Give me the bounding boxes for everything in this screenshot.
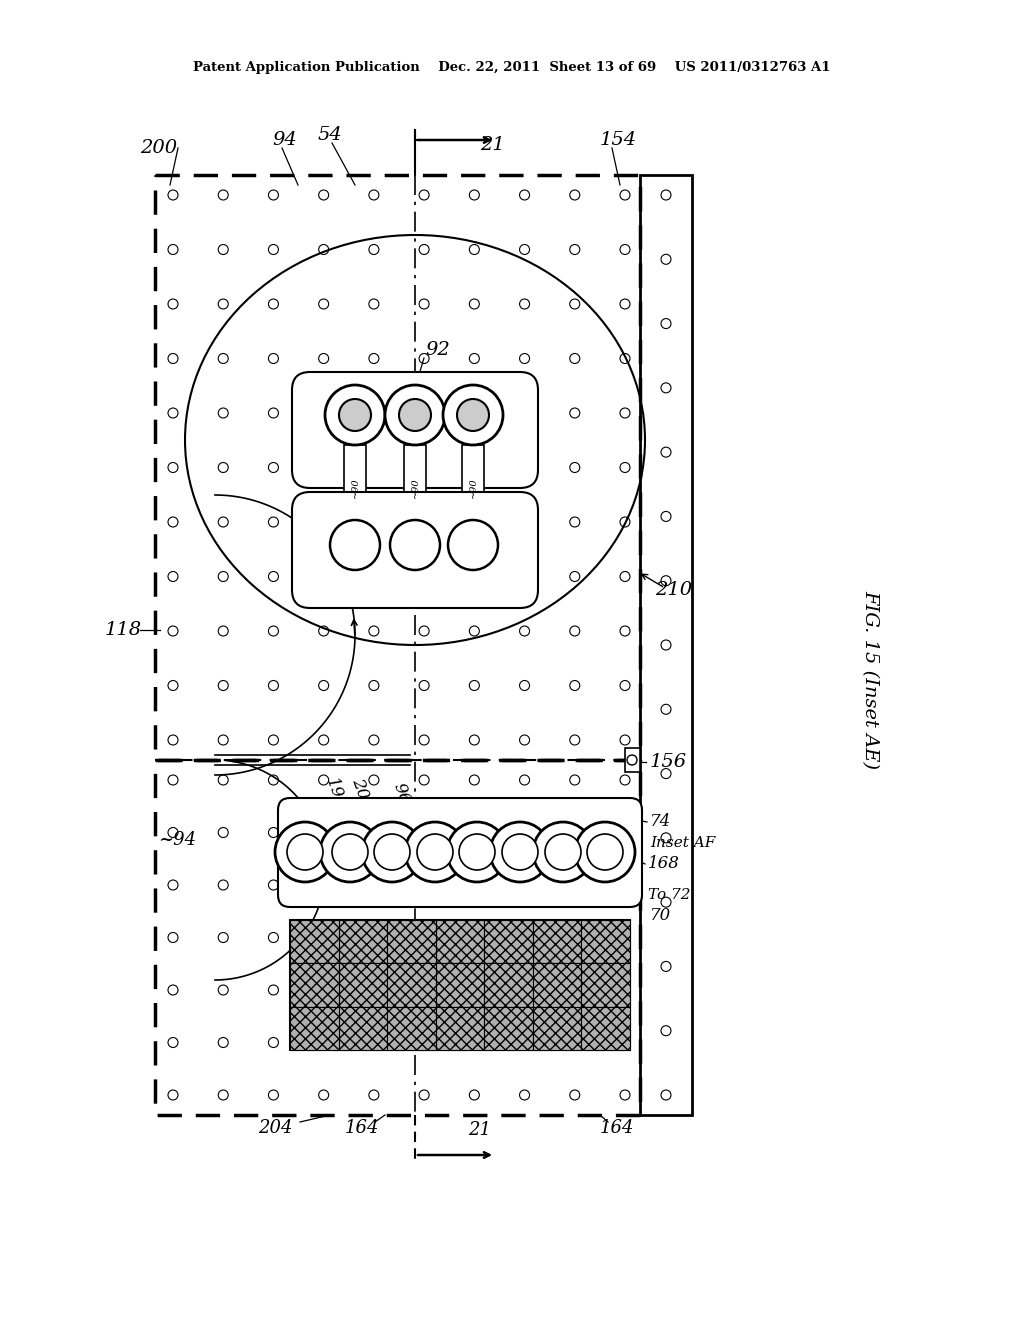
Text: 74: 74 <box>650 813 672 830</box>
Bar <box>625 748 640 772</box>
Bar <box>339 1007 387 1049</box>
Bar <box>484 1007 532 1049</box>
Bar <box>387 1007 436 1049</box>
Circle shape <box>319 822 380 882</box>
Text: 92: 92 <box>425 341 450 359</box>
Text: 70: 70 <box>650 907 672 924</box>
Circle shape <box>443 385 503 445</box>
Text: FIG. 15 (Inset AE): FIG. 15 (Inset AE) <box>861 590 879 770</box>
Bar <box>404 445 426 531</box>
Bar <box>290 920 630 1049</box>
Text: 21: 21 <box>480 136 505 154</box>
Bar <box>484 964 532 1007</box>
Circle shape <box>275 822 335 882</box>
FancyBboxPatch shape <box>292 372 538 488</box>
Text: 94: 94 <box>272 131 297 149</box>
Bar <box>155 760 640 1115</box>
Bar <box>387 920 436 964</box>
Bar <box>532 1007 582 1049</box>
Circle shape <box>587 834 623 870</box>
Bar <box>436 1007 484 1049</box>
Circle shape <box>545 834 581 870</box>
Bar <box>582 964 630 1007</box>
Circle shape <box>325 385 385 445</box>
Circle shape <box>459 834 495 870</box>
FancyBboxPatch shape <box>292 492 538 609</box>
Text: 164: 164 <box>345 1119 380 1137</box>
Circle shape <box>339 399 371 432</box>
Text: 21: 21 <box>468 1121 490 1139</box>
Bar <box>436 964 484 1007</box>
Text: 54: 54 <box>318 125 343 144</box>
Circle shape <box>399 399 431 432</box>
Bar <box>339 920 387 964</box>
Text: 202: 202 <box>348 775 375 810</box>
Circle shape <box>457 399 489 432</box>
Bar <box>290 1007 339 1049</box>
Bar <box>484 920 532 964</box>
Text: Patent Application Publication    Dec. 22, 2011  Sheet 13 of 69    US 2011/03127: Patent Application Publication Dec. 22, … <box>194 62 830 74</box>
Text: Inset AF: Inset AF <box>650 836 716 850</box>
Circle shape <box>287 834 323 870</box>
Text: 200: 200 <box>140 139 177 157</box>
Circle shape <box>490 822 550 882</box>
Text: ~90: ~90 <box>469 478 477 498</box>
Text: 96: 96 <box>390 780 414 807</box>
Text: 204: 204 <box>258 1119 293 1137</box>
Bar <box>387 964 436 1007</box>
Circle shape <box>406 822 465 882</box>
Text: ~94: ~94 <box>158 832 197 849</box>
Text: 156: 156 <box>650 752 687 771</box>
Circle shape <box>390 520 440 570</box>
Circle shape <box>330 520 380 570</box>
Text: 168: 168 <box>648 855 680 873</box>
Bar <box>436 920 484 964</box>
Circle shape <box>449 520 498 570</box>
Text: 118: 118 <box>105 620 142 639</box>
Circle shape <box>362 822 422 882</box>
Bar <box>290 964 339 1007</box>
Text: 210: 210 <box>655 581 692 599</box>
Circle shape <box>374 834 410 870</box>
Circle shape <box>417 834 453 870</box>
Bar <box>462 445 484 531</box>
Text: 198: 198 <box>322 775 349 810</box>
Circle shape <box>575 822 635 882</box>
Bar <box>339 964 387 1007</box>
Bar <box>290 920 339 964</box>
Bar <box>532 964 582 1007</box>
Text: ~90: ~90 <box>350 478 359 498</box>
FancyBboxPatch shape <box>278 799 642 907</box>
Text: To 72: To 72 <box>648 888 690 902</box>
Circle shape <box>502 834 538 870</box>
Text: ~90: ~90 <box>411 478 420 498</box>
Circle shape <box>332 834 368 870</box>
Circle shape <box>534 822 593 882</box>
Bar <box>582 1007 630 1049</box>
Bar <box>640 176 692 1115</box>
Bar <box>155 176 640 760</box>
Circle shape <box>385 385 445 445</box>
Circle shape <box>447 822 507 882</box>
Bar <box>532 920 582 964</box>
Bar <box>582 920 630 964</box>
Text: 154: 154 <box>600 131 637 149</box>
Bar <box>344 445 366 531</box>
Text: 164: 164 <box>600 1119 635 1137</box>
